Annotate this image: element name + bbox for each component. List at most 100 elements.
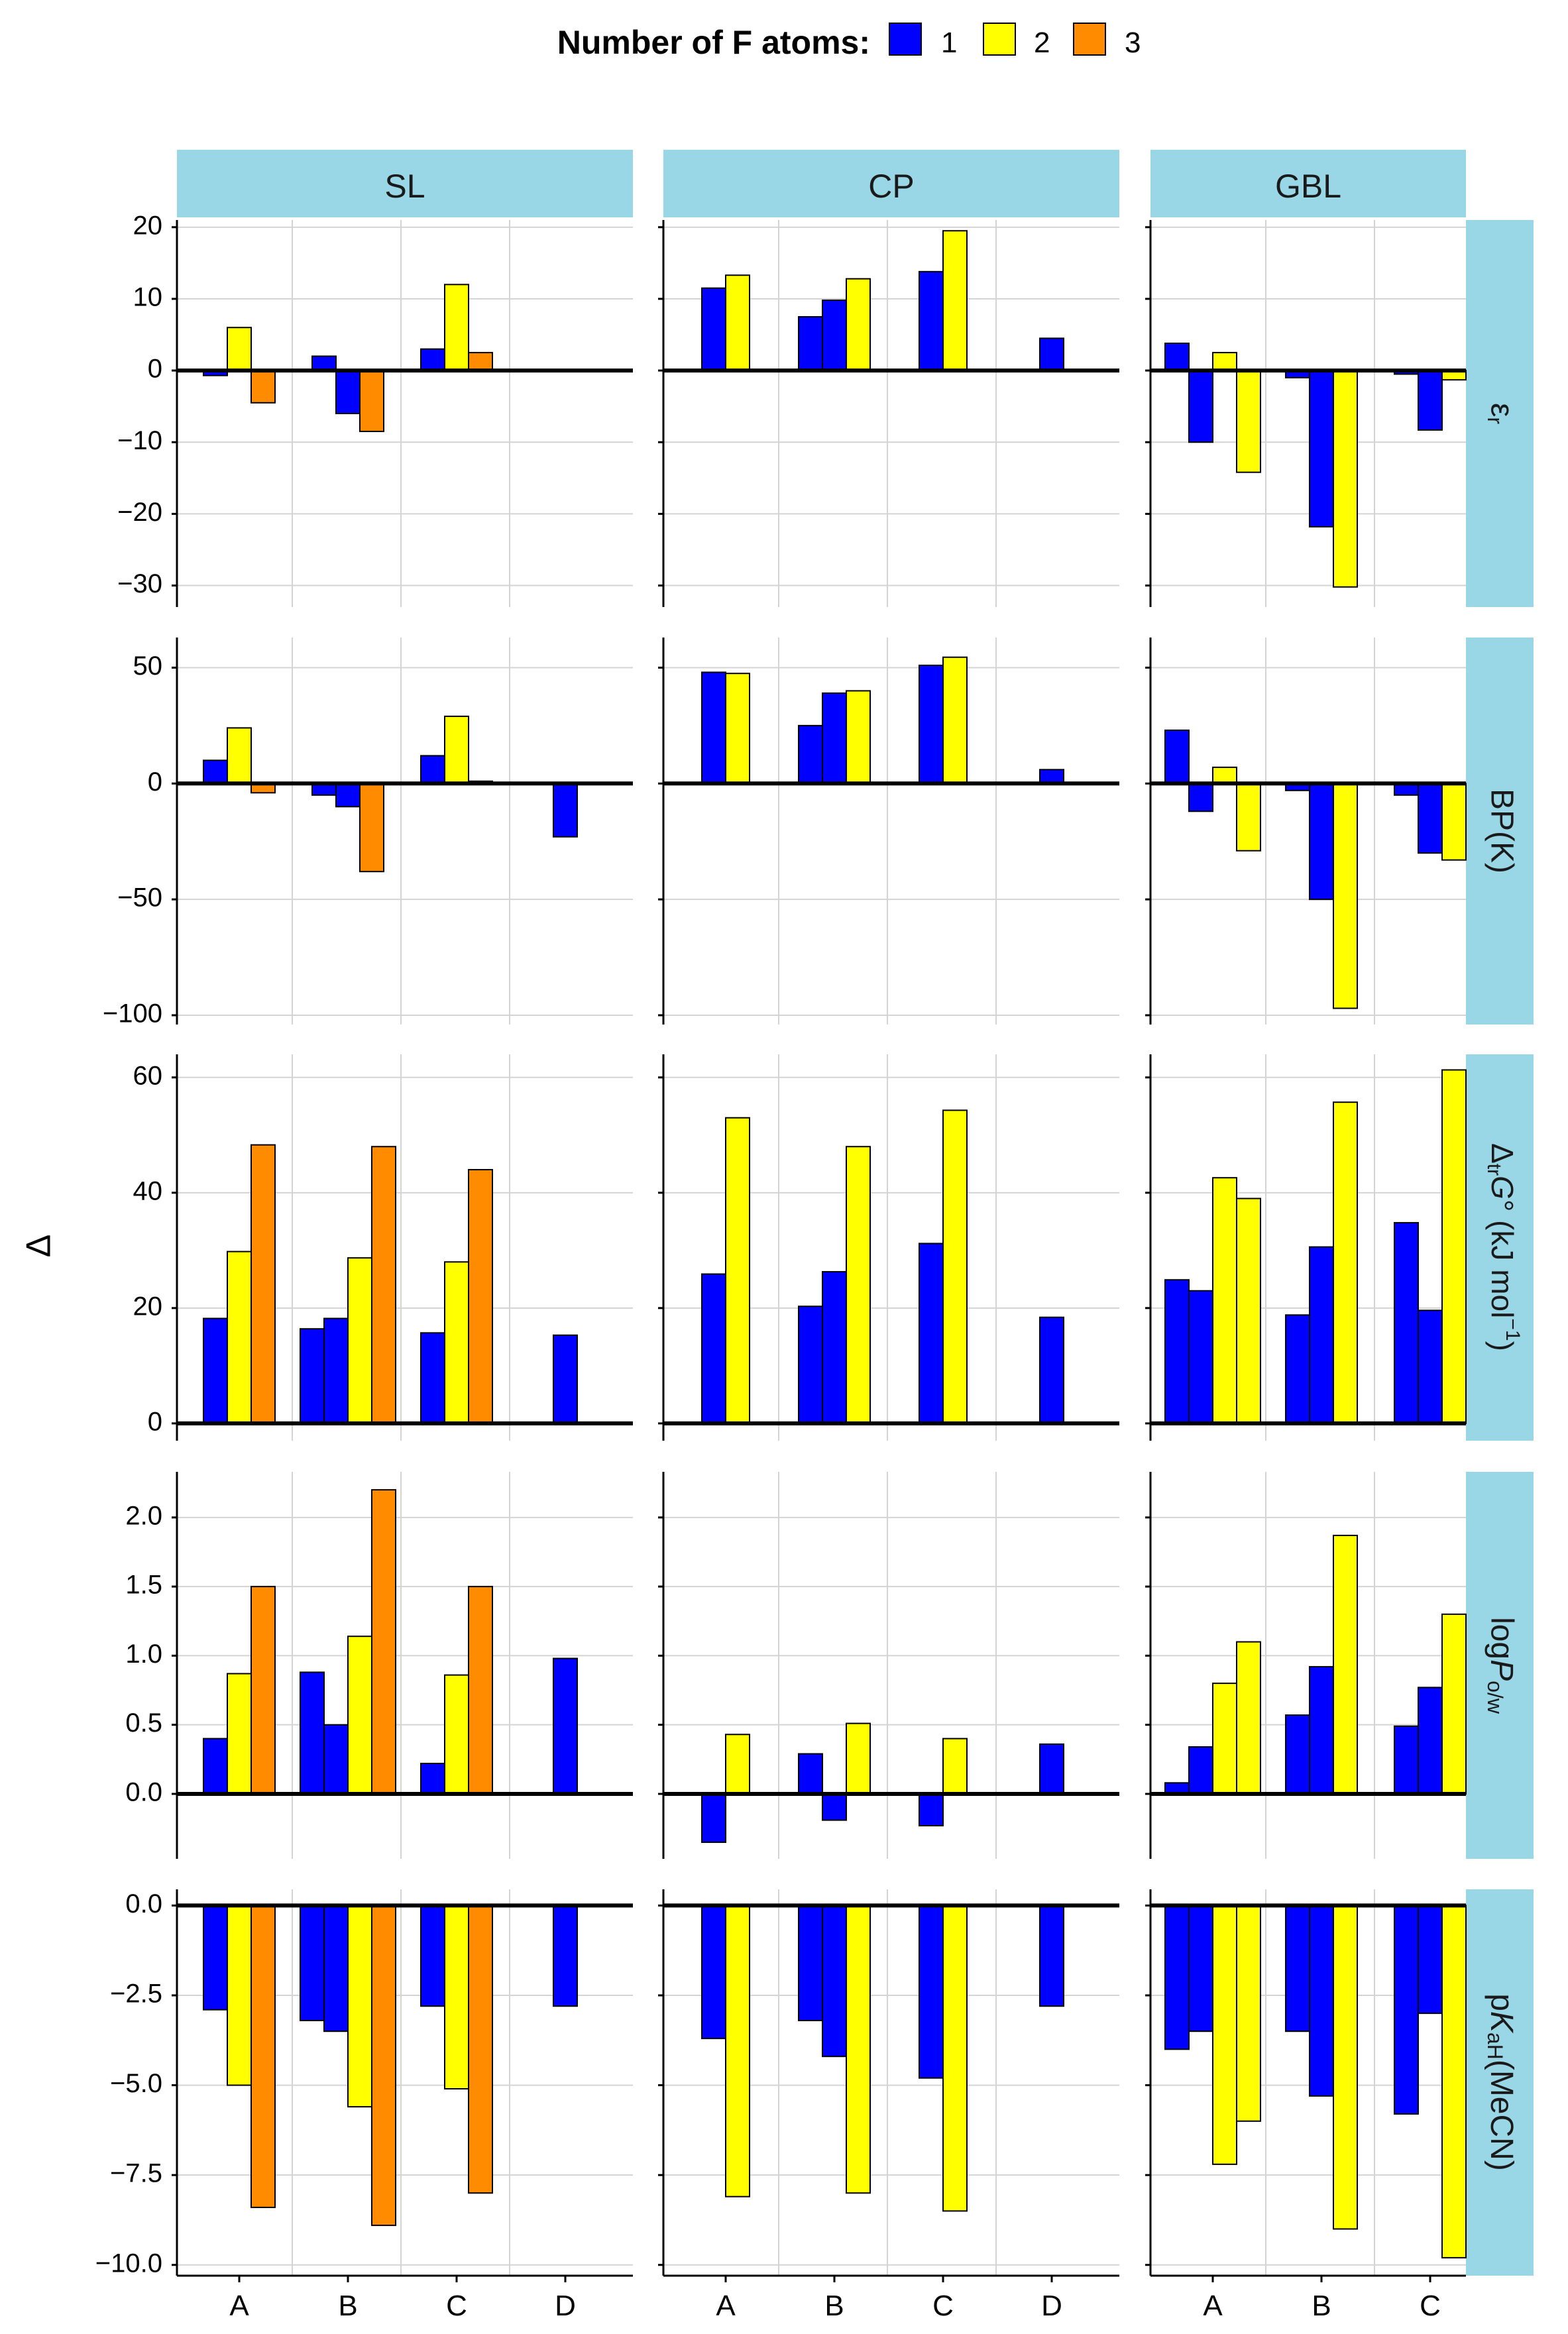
strip-row-logp xyxy=(1466,1472,1534,1859)
bar-D-f1 xyxy=(553,1334,578,1424)
bar-C-f3 xyxy=(468,352,493,372)
bar-A-f2 xyxy=(725,274,750,372)
bar-A-f2 xyxy=(1236,1641,1261,1795)
legend-label-2: 2 xyxy=(1034,27,1050,59)
y-tick-label: 1.5 xyxy=(125,1571,162,1600)
panel-pka-gbl: A B C xyxy=(1145,1889,1467,2322)
strip-col-gbl-label: GBL xyxy=(1275,168,1341,205)
y-tick-label: 0 xyxy=(148,355,162,384)
bar-B-f1 xyxy=(822,1271,847,1424)
x-tick-label-B: B xyxy=(824,2290,844,2322)
panel-logp-sl: 2.0 1.5 1.0 0.5 0.0 xyxy=(125,1472,633,1859)
legend-title: Number of F atoms: xyxy=(557,24,870,61)
bar-D-f1 xyxy=(1039,769,1064,785)
bar-A-f1 xyxy=(1188,783,1213,812)
panel-dg-cp xyxy=(658,1054,1119,1441)
bar-A-f1 xyxy=(701,287,726,372)
panel-bp-gbl xyxy=(1145,638,1467,1025)
bar-C-f1 xyxy=(919,270,944,372)
y-tick-label: −2.5 xyxy=(110,1979,162,2009)
bar-C-f1 xyxy=(1418,370,1443,431)
bar-C-f2 xyxy=(1441,1069,1467,1424)
bar-B-f2 xyxy=(846,1722,871,1795)
y-tick-label: −100 xyxy=(103,999,162,1028)
bar-C-f2 xyxy=(444,1261,469,1424)
bar-C-f3 xyxy=(468,1169,493,1424)
bar-B-f1 xyxy=(1309,1246,1334,1424)
bar-A-f1 xyxy=(203,759,228,785)
bar-B-f1 xyxy=(1309,370,1334,528)
bar-B-f1 xyxy=(323,1905,349,2032)
bar-C-f1 xyxy=(420,1763,445,1795)
bar-A-f1 xyxy=(1188,370,1213,443)
bar-D-f1 xyxy=(1039,1316,1064,1424)
bar-B-f1 xyxy=(822,1793,847,1821)
bar-A-f1 xyxy=(1164,1905,1190,2050)
bar-A-f2 xyxy=(725,1734,750,1795)
bar-A-f2 xyxy=(725,1905,750,2197)
bar-B-f2 xyxy=(1333,783,1358,1009)
bar-C-f1 xyxy=(420,1905,445,2007)
panel-dg-gbl xyxy=(1145,1054,1467,1441)
bar-B-f2 xyxy=(1333,370,1358,588)
bar-A-f2 xyxy=(1212,1683,1237,1795)
bar-A-f1 xyxy=(701,671,726,785)
bar-B-f3 xyxy=(371,1146,396,1424)
x-tick-label-B: B xyxy=(1312,2290,1331,2322)
bar-A-f2 xyxy=(1212,352,1237,372)
y-tick-label: −50 xyxy=(117,883,162,913)
bar-B-f1 xyxy=(1309,1905,1334,2097)
y-tick-label: 20 xyxy=(133,211,163,240)
bar-D-f1 xyxy=(553,1905,578,2007)
bar-C-f1 xyxy=(1418,783,1443,854)
bar-B-f2 xyxy=(347,1636,372,1795)
bar-A-f1 xyxy=(1188,1290,1213,1424)
bar-B-f1 xyxy=(1309,1666,1334,1795)
y-tick-label: −30 xyxy=(117,569,162,598)
x-tick-label-A: A xyxy=(716,2290,736,2322)
strip-col-sl xyxy=(177,150,633,217)
y-tick-label: 0.0 xyxy=(125,1778,162,1807)
bar-B-f1 xyxy=(323,1317,349,1424)
bar-A-f1 xyxy=(701,1793,726,1843)
legend-label-1: 1 xyxy=(941,27,957,59)
bar-C-f2 xyxy=(942,230,968,372)
bar-B-f1 xyxy=(1309,783,1334,901)
panel-pka-sl: 0.0 −2.5 −5.0 −7.5 −10.0 A B C D xyxy=(95,1889,633,2322)
panel-dg-sl: 60 40 20 0 xyxy=(133,1054,633,1441)
legend-label-3: 3 xyxy=(1125,27,1141,59)
bar-B-f2 xyxy=(846,1146,871,1424)
bar-C-f3 xyxy=(468,1905,493,2194)
y-tick-label: 0 xyxy=(148,1407,162,1436)
bar-C-f2 xyxy=(444,1905,469,2089)
bar-B-f3 xyxy=(371,1905,396,2227)
bar-B-f1 xyxy=(335,783,361,808)
panel-eps-gbl xyxy=(1145,220,1467,607)
y-tick-label: 20 xyxy=(133,1292,163,1321)
legend-swatch-1 xyxy=(889,23,922,56)
bar-C-f1 xyxy=(1418,1687,1443,1795)
bar-B-f1 xyxy=(300,1905,325,2021)
bar-A-f1 xyxy=(203,1905,228,2011)
y-tick-label: −10 xyxy=(117,426,162,455)
bar-C-f2 xyxy=(942,1905,968,2212)
bar-C-f1 xyxy=(919,664,944,785)
bar-B-f1 xyxy=(311,355,337,372)
bar-D-f1 xyxy=(1039,1905,1064,2007)
x-tick-label-C: C xyxy=(446,2290,467,2322)
panel-background xyxy=(663,1472,1119,1859)
panel-eps-cp xyxy=(658,220,1119,607)
y-tick-label: −10.0 xyxy=(95,2249,162,2278)
bar-B-f2 xyxy=(347,1905,372,2108)
strip-row-dg xyxy=(1466,1054,1534,1441)
panel-logp-gbl xyxy=(1145,1472,1467,1859)
bar-D-f1 xyxy=(553,783,578,838)
bar-C-f1 xyxy=(1418,1905,1443,2015)
bar-C-f2 xyxy=(1441,783,1467,861)
bar-C-f2 xyxy=(942,1109,968,1424)
panel-background xyxy=(1150,638,1466,1025)
bar-A-f1 xyxy=(1164,1279,1190,1424)
bar-A-f1 xyxy=(203,1317,228,1424)
bar-B-f1 xyxy=(798,724,823,785)
